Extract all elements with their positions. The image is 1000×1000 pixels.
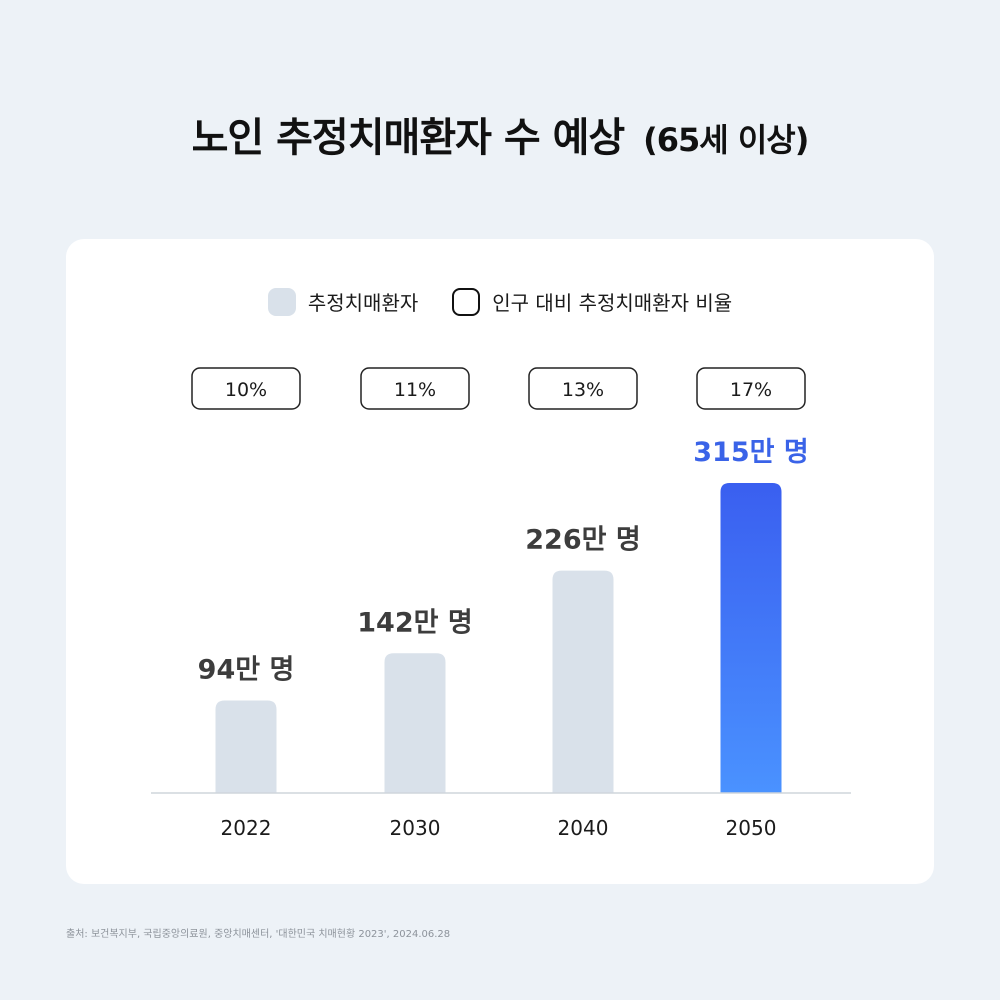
- ratio-label: 13%: [562, 379, 604, 401]
- x-tick-label: 2050: [726, 816, 777, 840]
- ratio-label: 17%: [730, 379, 772, 401]
- chart-title: 노인 추정치매환자 수 예상 (65세 이상): [0, 105, 1000, 163]
- ratio-box: [696, 367, 806, 410]
- legend-item-count: 추정치매환자: [267, 287, 419, 316]
- ratio-label: 10%: [225, 379, 267, 401]
- ratio-box: [528, 367, 638, 410]
- chart-title-sub: (65세 이상): [643, 121, 809, 159]
- value-label: 142만 명: [357, 607, 472, 638]
- bar: [720, 483, 782, 793]
- ratio-box: [360, 367, 470, 410]
- ratio-box: [191, 367, 301, 410]
- chart-card: 추정치매환자 인구 대비 추정치매환자 비율 10% 94만 명 2022 11% 14…: [66, 239, 934, 884]
- legend: 추정치매환자 인구 대비 추정치매환자 비율: [66, 287, 934, 316]
- x-tick-label: 2030: [390, 816, 441, 840]
- legend-label-ratio: 인구 대비 추정치매환자 비율: [492, 291, 733, 315]
- x-tick-label: 2040: [558, 816, 609, 840]
- value-label: 94만 명: [198, 654, 295, 685]
- bar-chart: 10% 94만 명 2022 11% 142만 명 2030 13% 226만 명 2040 17…: [151, 367, 851, 840]
- legend-swatch-box: [452, 287, 481, 316]
- bar: [384, 653, 446, 793]
- value-label: 315만 명: [693, 437, 808, 468]
- bar: [552, 570, 614, 793]
- chart-title-main: 노인 추정치매환자 수 예상: [191, 115, 626, 161]
- value-label: 226만 명: [525, 525, 640, 556]
- legend-item-ratio: 인구 대비 추정치매환자 비율: [452, 287, 732, 316]
- source-note: 출처: 보건복지부, 국립중앙의료원, 중앙치매센터, '대한민국 치매현황 2…: [66, 929, 451, 940]
- legend-label-count: 추정치매환자: [307, 291, 419, 315]
- legend-swatch-bar: [267, 287, 296, 316]
- bar: [215, 700, 277, 793]
- x-tick-label: 2022: [221, 816, 272, 840]
- ratio-label: 11%: [394, 379, 436, 401]
